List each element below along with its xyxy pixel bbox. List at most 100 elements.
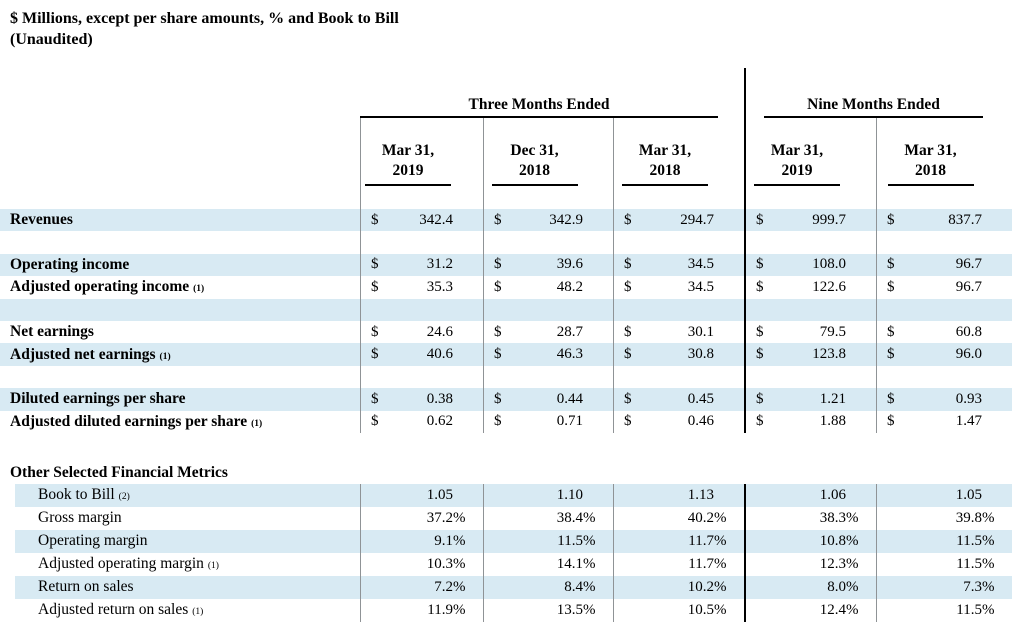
group-header-row: Three Months Ended Nine Months Ended [0,88,1012,118]
currency-symbol: $ [887,278,895,295]
percent-suffix: % [714,532,727,549]
percent-suffix: % [453,532,466,549]
value-cell-col4: 1.06 [744,483,876,507]
cell-value: 10.8 [819,532,846,549]
table-gap-row [0,231,1012,254]
value-cell-col5: 1.05 [876,483,1012,507]
percent-suffix: % [453,578,466,595]
gap-cell [876,365,1012,389]
currency-symbol: $ [494,323,502,340]
row-label: Adjusted net earnings (1) [0,343,360,366]
preheader-row [0,68,1012,88]
row-label-text: Adjusted diluted earnings per share [10,412,248,430]
value-cell-col5: $60.8 [876,320,1012,344]
value-cell-col4: $1.88 [744,410,876,433]
column-header-4: Mar 31, 2018 [876,118,1012,186]
metric-row: Return on sales 7.2% 8.4% 10.2% 8.0% 7.3% [0,575,1012,599]
value-cell-col3: $294.7 [613,209,744,232]
row-label: Adjusted diluted earnings per share (1) [0,411,360,433]
cell-value: 0.46 [687,413,714,430]
header-spacer-row [0,186,1012,209]
currency-symbol: $ [624,323,632,340]
cell-value: 11.9 [427,601,453,618]
percent-suffix: % [714,578,727,595]
row-label-text: Adjusted operating income [10,278,190,296]
spacer-cell [876,186,1012,209]
currency-symbol: $ [756,413,764,430]
cell-value: 1.10 [556,486,583,503]
cell-value: 1.88 [819,413,846,430]
financial-summary-table: Three Months Ended Nine Months Ended Mar 3… [0,68,1012,622]
value-cell-col1: $0.62 [360,410,483,433]
value-cell-col5: $1.47 [876,410,1012,433]
footnote-marker: (1) [251,418,263,429]
gap-cell [613,231,744,254]
cell-value: 30.1 [687,323,714,340]
value-cell-col1: $0.38 [360,388,483,411]
preheader-cell [613,68,744,88]
value-cell-col2: 13.5% [483,598,613,622]
gap-cell [360,298,483,321]
value-cell-col2: $39.6 [483,253,613,277]
percent-suffix: % [982,555,995,572]
value-cell-col5: 39.8% [876,506,1012,530]
percent-suffix: % [846,532,859,549]
cell-value: 999.7 [812,211,846,228]
cell-value: 122.6 [812,278,846,295]
value-cell-col4: 8.0% [744,575,876,599]
currency-symbol: $ [887,413,895,430]
gap-cell [0,366,360,388]
currency-symbol: $ [371,278,379,295]
cell-value: 1.06 [819,486,846,503]
footnote-marker: (1) [207,561,219,572]
value-cell-col3: 40.2% [613,506,744,530]
metric-row-label: Operating margin [0,529,360,553]
currency-symbol: $ [887,390,895,407]
row-label-text: Revenues [10,211,73,229]
gap-cell [360,231,483,254]
value-cell-col3: 1.13 [613,483,744,507]
currency-symbol: $ [756,211,764,228]
percent-suffix: % [982,578,995,595]
cell-value: 0.45 [687,390,714,407]
currency-symbol: $ [624,390,632,407]
group-header-spacer [0,88,360,118]
percent-suffix: % [714,555,727,572]
column-header-date: Mar 31, 2019 [754,141,840,186]
cell-value: 294.7 [680,211,714,228]
currency-symbol: $ [756,256,764,273]
cell-value: 11.5 [557,532,583,549]
value-cell-col2: $0.44 [483,388,613,411]
cell-value: 11.5 [956,601,982,618]
cell-value: 34.5 [687,256,714,273]
value-cell-col5: 7.3% [876,575,1012,599]
cell-value: 7.2 [434,578,453,595]
cell-value: 38.3 [819,509,846,526]
value-cell-col3: $34.5 [613,253,744,277]
metric-row: Adjusted return on sales (1) 11.9% 13.5% 10.… [0,598,1012,622]
value-cell-col1: $40.6 [360,343,483,366]
cell-value: 1.13 [687,486,714,503]
column-header-date: Dec 31, 2018 [491,141,578,186]
cell-value: 34.5 [687,278,714,295]
value-cell-col4: 38.3% [744,506,876,530]
percent-suffix: % [583,578,596,595]
currency-symbol: $ [494,390,502,407]
preheader-cell [744,68,876,88]
cell-value: 11.5 [956,555,982,572]
value-cell-col3: 10.2% [613,575,744,599]
percent-suffix: % [453,509,466,526]
cell-value: 12.3 [819,555,846,572]
gap-cell [483,298,613,321]
value-cell-col2: 11.5% [483,529,613,553]
date-line2: 2018 [519,162,550,179]
value-cell-col2: $0.71 [483,410,613,433]
value-cell-col5: $96.0 [876,343,1012,366]
cell-value: 0.93 [955,390,982,407]
currency-symbol: $ [624,346,632,363]
spacer-cell [0,186,360,209]
row-label-text: Gross margin [38,509,122,527]
metric-row-label: Gross margin [0,507,360,530]
cell-value: 31.2 [426,256,453,273]
currency-symbol: $ [371,323,379,340]
